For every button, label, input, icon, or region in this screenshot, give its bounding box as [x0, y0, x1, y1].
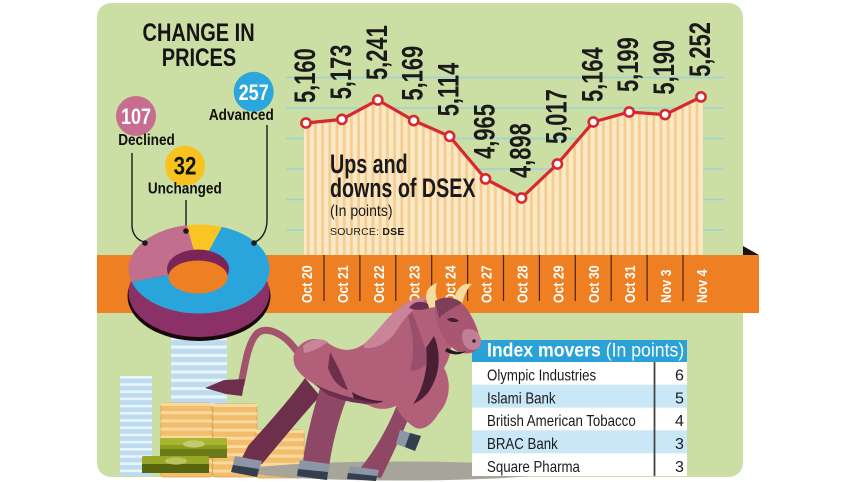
svg-text:Index movers (In points): Index movers (In points)	[487, 339, 684, 361]
svg-text:Oct 30: Oct 30	[586, 265, 602, 303]
svg-text:downs of DSEX: downs of DSEX	[330, 174, 476, 204]
svg-text:257: 257	[239, 81, 269, 105]
svg-text:5,114: 5,114	[431, 62, 465, 116]
svg-text:5,169: 5,169	[395, 46, 429, 101]
svg-text:Unchanged: Unchanged	[148, 180, 222, 197]
svg-text:107: 107	[121, 105, 151, 129]
svg-text:Nov 4: Nov 4	[694, 269, 710, 303]
svg-text:Oct 20: Oct 20	[299, 265, 315, 303]
svg-text:5,252: 5,252	[683, 22, 717, 77]
svg-text:Square Pharma: Square Pharma	[487, 459, 581, 476]
svg-text:Oct 21: Oct 21	[335, 265, 351, 303]
svg-text:5,241: 5,241	[359, 25, 393, 80]
svg-text:5,017: 5,017	[539, 89, 573, 144]
svg-text:3: 3	[675, 459, 684, 476]
svg-text:3: 3	[675, 436, 684, 453]
svg-text:Oct 24: Oct 24	[442, 265, 458, 303]
svg-text:Oct 31: Oct 31	[622, 265, 638, 303]
svg-text:Oct 23: Oct 23	[407, 265, 423, 303]
svg-text:Advanced: Advanced	[209, 107, 274, 124]
svg-text:Declined: Declined	[118, 132, 175, 149]
svg-text:4,965: 4,965	[467, 104, 501, 159]
svg-text:Oct 28: Oct 28	[514, 265, 530, 303]
svg-text:5,199: 5,199	[611, 37, 645, 92]
svg-text:5,190: 5,190	[647, 40, 681, 95]
svg-text:5: 5	[675, 390, 684, 407]
svg-text:British American Tobacco: British American Tobacco	[487, 413, 636, 430]
svg-text:Oct 27: Oct 27	[478, 265, 494, 303]
svg-text:4,898: 4,898	[503, 123, 537, 178]
svg-text:Ups and: Ups and	[330, 150, 408, 180]
svg-text:32: 32	[174, 152, 197, 180]
svg-text:Nov 3: Nov 3	[658, 269, 674, 303]
svg-text:5,160: 5,160	[288, 48, 322, 103]
svg-text:Olympic Industries: Olympic Industries	[487, 368, 596, 385]
svg-text:Islami Bank: Islami Bank	[487, 390, 556, 407]
svg-text:5,173: 5,173	[323, 45, 357, 100]
svg-text:(In points): (In points)	[330, 202, 393, 220]
svg-text:CHANGE IN: CHANGE IN	[143, 19, 255, 47]
svg-text:Oct 29: Oct 29	[550, 265, 566, 303]
svg-text:5,164: 5,164	[575, 47, 609, 102]
svg-text:4: 4	[675, 413, 684, 430]
svg-text:6: 6	[675, 368, 684, 385]
svg-text:Oct 22: Oct 22	[371, 265, 387, 303]
svg-text:SOURCE: DSE: SOURCE: DSE	[330, 226, 405, 238]
svg-text:BRAC Bank: BRAC Bank	[487, 436, 558, 453]
svg-text:PRICES: PRICES	[162, 44, 236, 72]
